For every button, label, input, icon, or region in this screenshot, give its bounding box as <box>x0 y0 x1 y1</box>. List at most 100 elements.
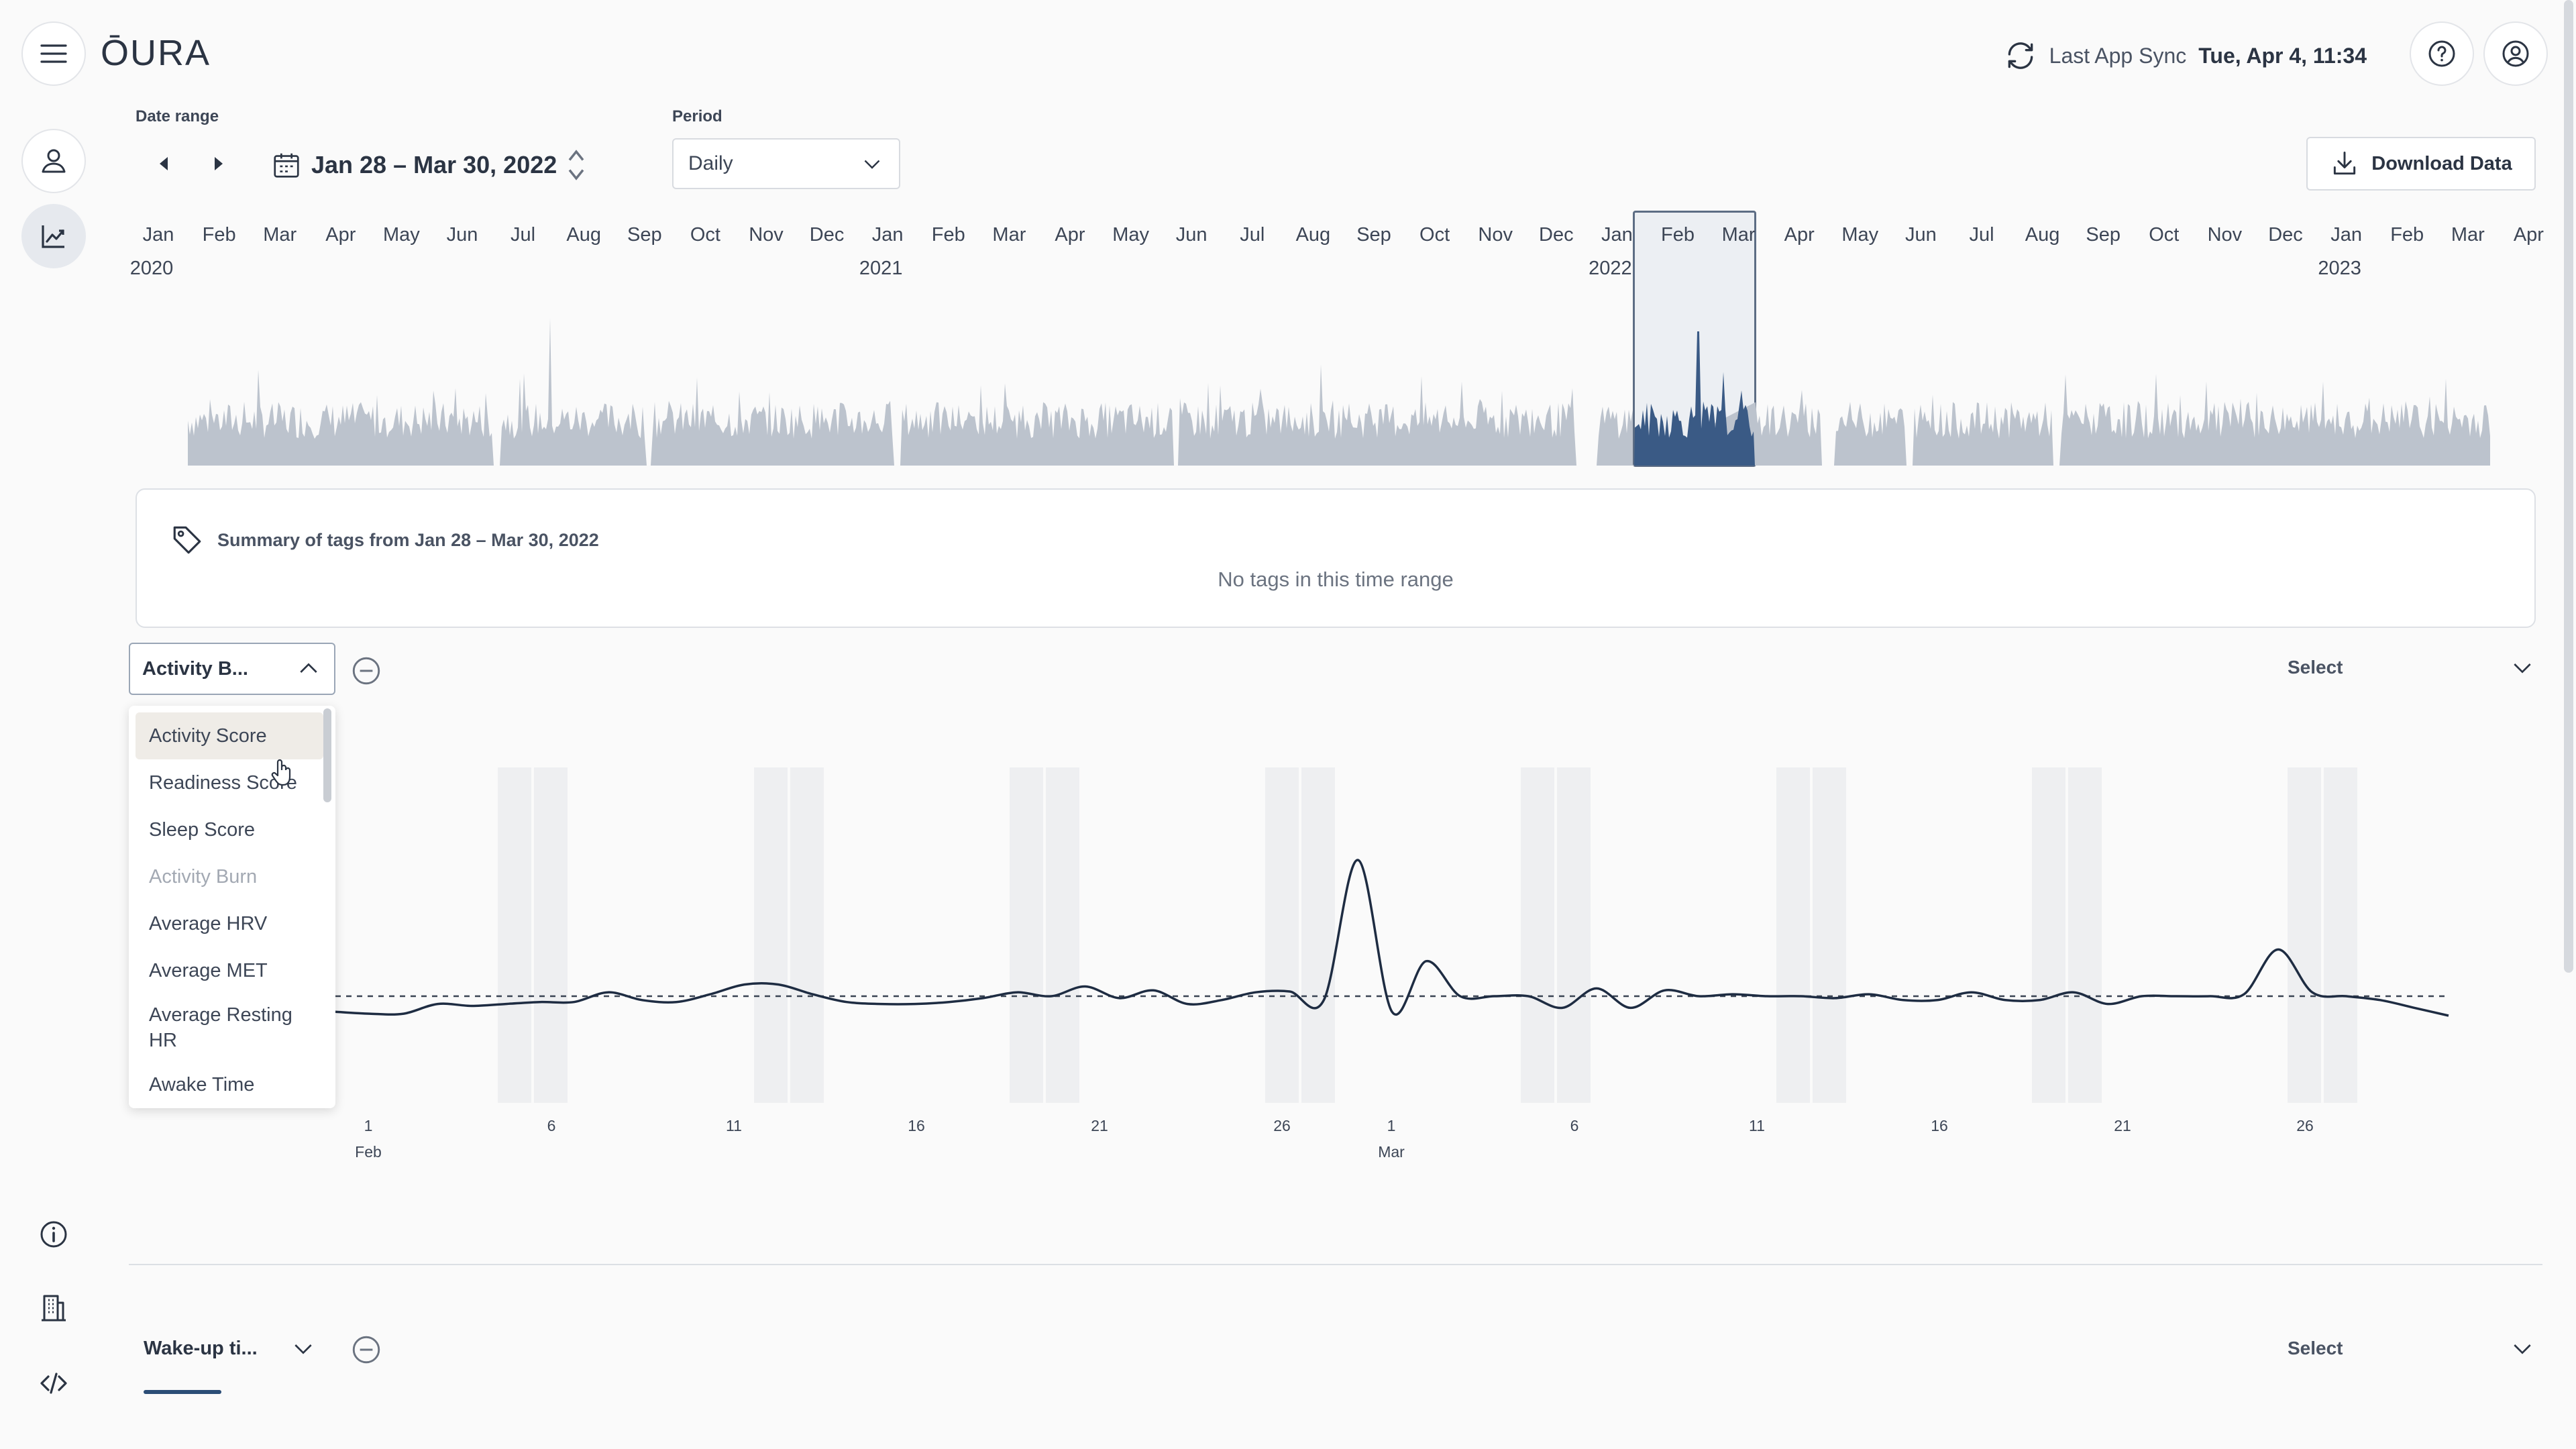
tags-summary-card: Summary of tags from Jan 28 – Mar 30, 20… <box>136 488 2536 628</box>
chart-icon <box>42 225 64 248</box>
timeline-month[interactable]: Feb <box>2390 224 2424 246</box>
timeline-month[interactable]: Sep <box>1356 224 1391 246</box>
timeline-month[interactable]: May <box>382 224 420 246</box>
weekend-band <box>1046 767 1079 1103</box>
menu-button[interactable] <box>21 21 86 86</box>
next-range-button[interactable] <box>204 149 233 178</box>
timeline-month[interactable]: Sep <box>2086 224 2121 246</box>
weekend-band <box>498 767 531 1103</box>
compare-select-2[interactable]: Select <box>2288 1335 2536 1362</box>
weekend-band <box>754 767 788 1103</box>
weekend-band <box>2324 767 2357 1103</box>
download-data-button[interactable]: Download Data <box>2306 137 2536 191</box>
timeline-month[interactable]: Apr <box>2513 224 2544 246</box>
timeline-month[interactable]: Apr <box>325 224 356 246</box>
dropdown-option[interactable]: Awake Time <box>149 1073 255 1095</box>
x-tick-label: 21 <box>1091 1117 1108 1134</box>
sidebar-item-trends[interactable] <box>21 204 86 268</box>
chevron-down-icon <box>2514 1344 2531 1354</box>
x-tick-label: 1 <box>1387 1117 1396 1134</box>
timeline-month[interactable]: Mar <box>992 224 1026 246</box>
metric-select-2[interactable]: Wake-up ti... <box>144 1335 317 1362</box>
timeline-month[interactable]: Dec <box>809 224 845 246</box>
timeline-month[interactable]: Aug <box>2025 224 2060 246</box>
timeline-month[interactable]: Nov <box>2207 224 2243 246</box>
tag-icon <box>173 526 201 554</box>
timeline-month[interactable]: Nov <box>1478 224 1513 246</box>
timeline-month[interactable]: Apr <box>1055 224 1085 246</box>
dropdown-option[interactable]: Average Resting HR <box>149 1004 292 1051</box>
timeline-month[interactable]: Oct <box>1419 224 1450 246</box>
timeline-month[interactable]: Jun <box>446 224 478 246</box>
timeline-month[interactable]: Dec <box>1539 224 1574 246</box>
dropdown-option[interactable]: Average HRV <box>149 912 268 934</box>
download-icon <box>2334 152 2356 175</box>
timeline-month[interactable]: Aug <box>1295 224 1331 246</box>
timeline-month[interactable]: Jun <box>1175 224 1208 246</box>
timeline-month[interactable]: Mar <box>2451 224 2485 246</box>
sidebar-item-organization[interactable] <box>21 1276 86 1340</box>
timeline-month[interactable]: Oct <box>2149 224 2180 246</box>
timeline-month[interactable]: Jan <box>1601 224 1633 246</box>
activity-histogram[interactable] <box>0 295 2576 470</box>
period-value: Daily <box>688 152 733 174</box>
sidebar-item-profile[interactable] <box>21 129 86 193</box>
account-button[interactable] <box>2483 21 2548 86</box>
compare-select-1[interactable]: Select <box>2288 654 2536 681</box>
x-tick-label: 26 <box>1273 1117 1291 1134</box>
x-tick-label: 16 <box>908 1117 925 1134</box>
weekend-band <box>790 767 824 1103</box>
timeline-month[interactable]: Apr <box>1784 224 1815 246</box>
timeline-month[interactable]: Jan <box>142 224 174 246</box>
dropdown-option[interactable]: Readiness Score <box>149 771 297 794</box>
tags-summary-title: Summary of tags from Jan 28 – Mar 30, 20… <box>217 529 599 550</box>
dropdown-option[interactable]: Average MET <box>149 959 268 981</box>
calendar-icon <box>274 153 299 178</box>
dropdown-scrollbar[interactable] <box>323 708 331 802</box>
stepper-icon[interactable] <box>566 146 586 184</box>
timeline-month[interactable]: Jul <box>1969 224 1994 246</box>
timeline-month[interactable]: Jun <box>1905 224 1937 246</box>
cursor-icon <box>271 759 291 786</box>
date-range-picker[interactable]: Jan 28 – Mar 30, 2022 <box>271 146 586 184</box>
dropdown-option[interactable]: Sleep Score <box>149 818 255 841</box>
metric-dropdown[interactable]: Activity Score Readiness Score Sleep Score… <box>129 706 335 1108</box>
dropdown-option: Activity Burn <box>149 865 258 888</box>
timeline-month[interactable]: Sep <box>627 224 662 246</box>
help-button[interactable] <box>2410 21 2474 86</box>
timeline-month[interactable]: Dec <box>2268 224 2303 246</box>
x-month-label: Feb <box>355 1143 382 1161</box>
timeline-month[interactable]: May <box>1841 224 1879 246</box>
chevron-down-icon <box>2514 663 2531 674</box>
prev-range-button[interactable] <box>149 149 178 178</box>
period-select[interactable]: Daily <box>672 138 900 189</box>
timeline-month[interactable]: Feb <box>202 224 236 246</box>
metric-select-2-underline <box>144 1390 221 1394</box>
building-icon <box>42 1295 66 1322</box>
remove-metric-2-button[interactable] <box>347 1331 385 1368</box>
timeline-month[interactable]: Nov <box>749 224 784 246</box>
metric-select-2-value: Wake-up ti... <box>144 1337 258 1359</box>
histogram-area <box>188 318 2490 466</box>
timeline-month[interactable]: Aug <box>566 224 601 246</box>
remove-metric-1-button[interactable] <box>347 652 385 690</box>
timeline-month[interactable]: Jul <box>511 224 536 246</box>
timeline-month[interactable]: Feb <box>931 224 965 246</box>
page-scrollbar[interactable] <box>2564 0 2573 973</box>
weekend-band <box>1301 767 1335 1103</box>
timeline-month[interactable]: Mar <box>1721 224 1756 246</box>
timeline-month[interactable]: Mar <box>263 224 297 246</box>
timeline-year: 2022 <box>1589 258 1632 279</box>
timeline-month[interactable]: Jan <box>871 224 904 246</box>
metric-chart[interactable] <box>0 738 2576 1114</box>
sidebar-item-info[interactable] <box>21 1202 86 1267</box>
timeline-month[interactable]: Oct <box>690 224 720 246</box>
metric-select-1[interactable]: Activity B... <box>129 643 335 695</box>
timeline-month[interactable]: May <box>1112 224 1149 246</box>
timeline-month[interactable]: Jan <box>2330 224 2362 246</box>
sidebar-item-developer[interactable] <box>21 1351 86 1415</box>
dropdown-option[interactable]: Activity Score <box>136 712 323 759</box>
info-icon <box>40 1221 67 1248</box>
timeline-month[interactable]: Jul <box>1240 224 1265 246</box>
timeline-month[interactable]: Feb <box>1661 224 1695 246</box>
